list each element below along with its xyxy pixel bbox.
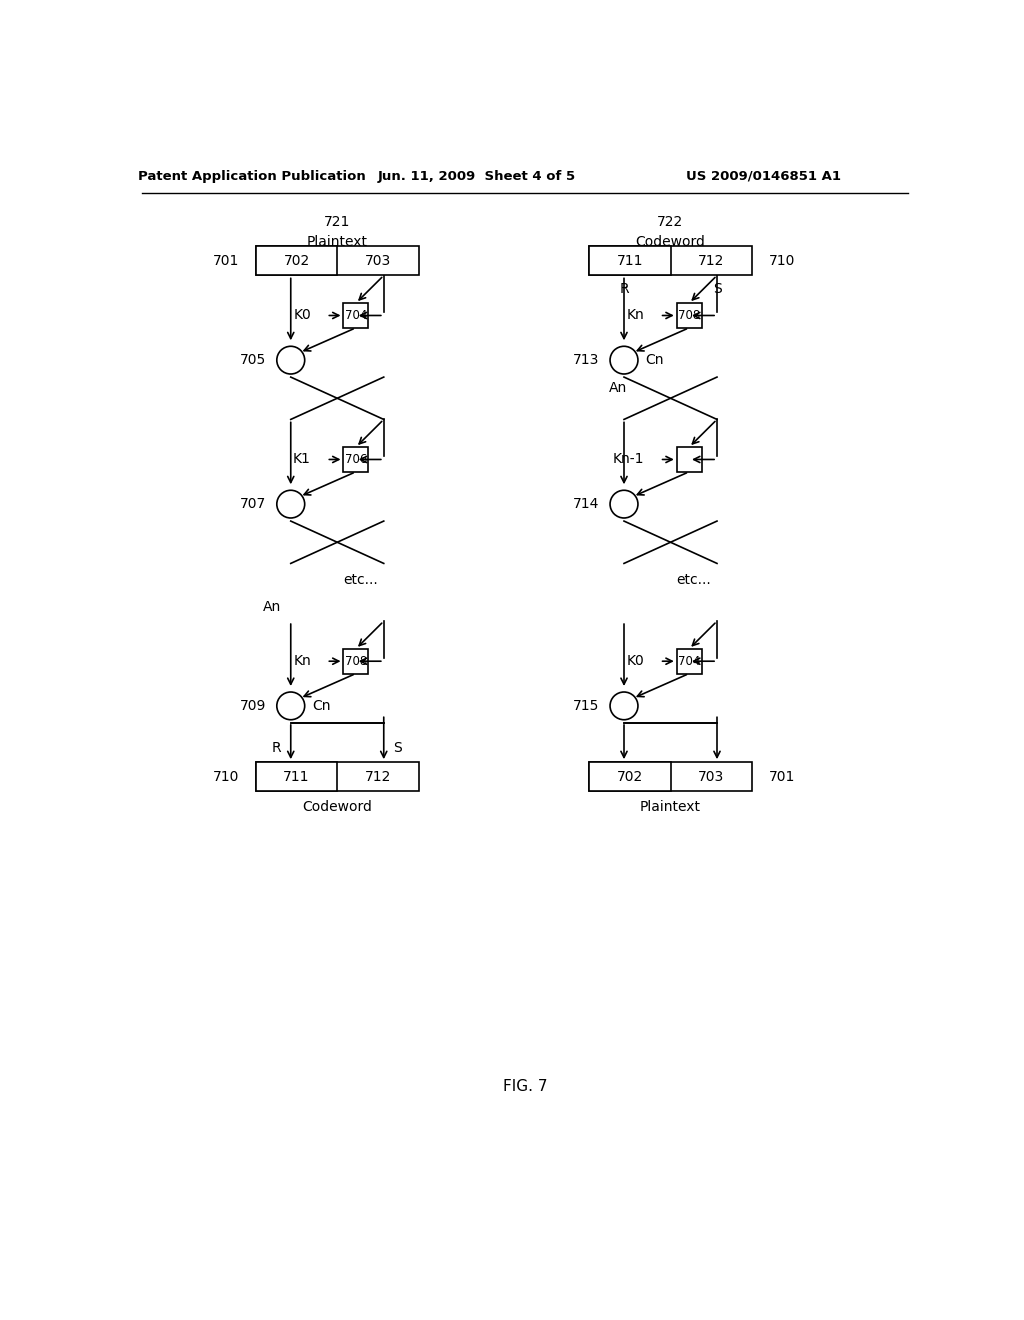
Circle shape <box>276 490 305 517</box>
Bar <box>343 304 369 327</box>
Text: Kn-1: Kn-1 <box>612 453 644 466</box>
Text: etc...: etc... <box>343 573 378 587</box>
Text: 701: 701 <box>769 770 796 784</box>
Text: R: R <box>620 282 629 296</box>
Text: 704: 704 <box>345 309 367 322</box>
Text: 721: 721 <box>324 215 350 228</box>
Text: 703: 703 <box>365 253 391 268</box>
Bar <box>589 247 671 276</box>
Text: S: S <box>393 742 401 755</box>
Text: 710: 710 <box>212 770 239 784</box>
Bar <box>256 762 337 791</box>
Text: Plaintext: Plaintext <box>307 235 368 248</box>
Circle shape <box>276 692 305 719</box>
Text: US 2009/0146851 A1: US 2009/0146851 A1 <box>686 169 841 182</box>
Text: K1: K1 <box>293 453 311 466</box>
Text: Plaintext: Plaintext <box>640 800 701 813</box>
Text: 704: 704 <box>678 655 700 668</box>
Text: Kn: Kn <box>627 309 644 322</box>
Text: Kn: Kn <box>293 655 311 668</box>
Bar <box>677 447 701 471</box>
Bar <box>256 762 419 791</box>
Text: Cn: Cn <box>646 354 665 367</box>
Text: 708: 708 <box>345 655 367 668</box>
Circle shape <box>610 692 638 719</box>
Bar <box>343 447 369 471</box>
Text: 702: 702 <box>616 770 643 784</box>
Text: 711: 711 <box>284 770 310 784</box>
Text: 712: 712 <box>698 253 724 268</box>
Bar <box>677 304 701 327</box>
Text: 705: 705 <box>240 354 266 367</box>
Circle shape <box>610 490 638 517</box>
Bar <box>343 649 369 673</box>
Circle shape <box>276 346 305 374</box>
Text: 714: 714 <box>572 498 599 511</box>
Text: An: An <box>608 381 627 395</box>
Bar <box>677 649 701 673</box>
Text: Codeword: Codeword <box>302 800 372 813</box>
Bar <box>589 247 752 276</box>
Text: Cn: Cn <box>312 698 331 713</box>
Text: R: R <box>271 742 282 755</box>
Text: 715: 715 <box>572 698 599 713</box>
Text: etc...: etc... <box>677 573 711 587</box>
Bar <box>589 762 671 791</box>
Text: 707: 707 <box>240 498 266 511</box>
Text: 710: 710 <box>769 253 796 268</box>
Text: Codeword: Codeword <box>636 235 706 248</box>
Bar <box>589 762 752 791</box>
Text: 703: 703 <box>698 770 724 784</box>
Bar <box>256 247 419 276</box>
Text: 708: 708 <box>678 309 700 322</box>
Text: 701: 701 <box>212 253 239 268</box>
Text: Jun. 11, 2009  Sheet 4 of 5: Jun. 11, 2009 Sheet 4 of 5 <box>378 169 575 182</box>
Text: K0: K0 <box>627 655 644 668</box>
Text: 706: 706 <box>345 453 367 466</box>
Bar <box>256 247 337 276</box>
Text: 722: 722 <box>657 215 684 228</box>
Text: FIG. 7: FIG. 7 <box>503 1078 547 1094</box>
Text: S: S <box>713 282 721 296</box>
Text: An: An <box>263 601 282 614</box>
Text: 711: 711 <box>616 253 643 268</box>
Circle shape <box>610 346 638 374</box>
Text: 712: 712 <box>365 770 391 784</box>
Text: 709: 709 <box>240 698 266 713</box>
Text: K0: K0 <box>293 309 311 322</box>
Text: 713: 713 <box>572 354 599 367</box>
Text: 702: 702 <box>284 253 309 268</box>
Text: Patent Application Publication: Patent Application Publication <box>138 169 366 182</box>
